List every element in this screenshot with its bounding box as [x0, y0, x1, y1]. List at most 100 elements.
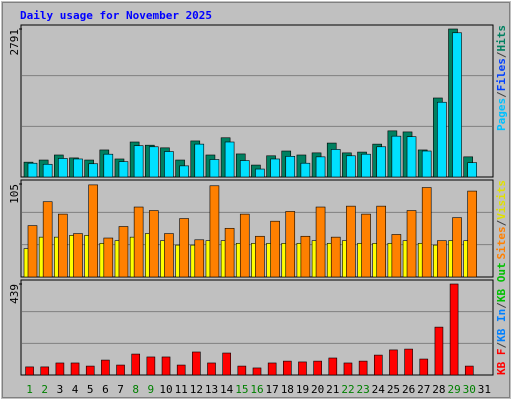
- bar: [237, 365, 247, 376]
- bar: [85, 365, 95, 376]
- bar: [421, 187, 432, 278]
- bar: [209, 159, 220, 178]
- x-tick-label: 26: [402, 383, 415, 396]
- bar: [239, 213, 250, 278]
- bar: [437, 101, 447, 178]
- x-tick-label: 30: [463, 383, 476, 396]
- bar: [391, 135, 402, 178]
- bar: [58, 158, 68, 178]
- bar: [373, 354, 383, 376]
- bar: [164, 233, 174, 278]
- bar: [222, 352, 231, 376]
- bar: [285, 156, 296, 178]
- legend-entry: KB In: [495, 309, 508, 342]
- x-tick-label: 3: [57, 383, 64, 396]
- x-tick-label: 1: [26, 383, 33, 396]
- x-tick-label: 2: [41, 383, 48, 396]
- x-tick-label: 17: [266, 383, 279, 396]
- bar: [330, 236, 341, 278]
- x-tick-label: 9: [148, 383, 155, 396]
- bar: [131, 353, 141, 376]
- bar: [176, 364, 186, 376]
- legend-entry: Pages: [495, 98, 508, 131]
- legend-entry: Hits: [495, 25, 508, 52]
- x-tick-label: 19: [296, 383, 309, 396]
- bar: [164, 151, 174, 178]
- y-tick-label: 439: [8, 284, 21, 304]
- chart-title: Daily usage for November 2025: [20, 9, 212, 22]
- bar: [406, 210, 417, 278]
- bar: [313, 360, 322, 376]
- bar: [449, 283, 459, 376]
- bar: [70, 362, 80, 376]
- legend-entry: Visits: [495, 180, 508, 220]
- bar: [194, 143, 205, 178]
- bar: [207, 362, 216, 376]
- x-tick-label: 20: [311, 383, 324, 396]
- bar: [252, 367, 262, 376]
- bar: [452, 217, 462, 278]
- bar: [161, 356, 171, 376]
- bar: [255, 235, 265, 278]
- x-tick-label: 25: [387, 383, 400, 396]
- x-tick-label: 14: [220, 383, 234, 396]
- bar: [103, 153, 114, 178]
- bar: [194, 239, 205, 278]
- bar: [148, 146, 159, 178]
- legend-entry: KB Out: [495, 262, 508, 302]
- bar: [285, 211, 296, 278]
- x-tick-label: 15: [235, 383, 248, 396]
- bar: [146, 356, 156, 376]
- x-tick-label: 29: [447, 383, 460, 396]
- x-tick-label: 8: [132, 383, 139, 396]
- bar: [358, 360, 368, 376]
- bar: [42, 163, 53, 178]
- bar: [239, 160, 250, 178]
- bar: [255, 168, 265, 178]
- bar: [55, 362, 65, 376]
- bar: [315, 156, 326, 178]
- bar: [73, 233, 83, 278]
- bar: [464, 365, 474, 376]
- bar: [300, 162, 311, 178]
- bar: [58, 213, 68, 278]
- x-tick-label: 23: [357, 383, 370, 396]
- bar: [328, 357, 338, 376]
- bar: [27, 225, 38, 278]
- bar: [389, 349, 398, 376]
- bar: [192, 351, 201, 376]
- bar: [270, 158, 280, 178]
- legend-entry: Files: [495, 58, 508, 91]
- bar: [361, 213, 371, 278]
- legend: KB F/KB In/KB Out: [495, 262, 508, 375]
- bar: [27, 162, 38, 178]
- bar: [419, 358, 429, 376]
- bar: [452, 32, 462, 178]
- bar: [133, 206, 144, 278]
- bar: [467, 190, 477, 278]
- x-tick-label: 13: [205, 383, 218, 396]
- x-tick-label: 22: [341, 383, 354, 396]
- x-tick-label: 10: [159, 383, 172, 396]
- x-tick-label: 18: [281, 383, 294, 396]
- bar: [133, 145, 144, 178]
- bar: [376, 146, 387, 178]
- x-tick-label: 5: [87, 383, 94, 396]
- x-tick-label: 31: [478, 383, 491, 396]
- bar: [103, 237, 114, 278]
- bar: [270, 220, 280, 278]
- bar: [42, 201, 53, 278]
- y-tick-label: 2791: [8, 29, 21, 56]
- bar: [101, 359, 110, 376]
- bar: [406, 136, 417, 178]
- legend: Pages/Files/Hits: [495, 25, 508, 131]
- x-tick-label: 24: [372, 383, 386, 396]
- legend-separator: /: [495, 219, 508, 226]
- y-tick-label: 105: [8, 184, 21, 204]
- bar: [283, 360, 292, 376]
- legend-separator: /: [495, 91, 508, 98]
- legend-entry: KB F: [495, 349, 508, 376]
- bar: [361, 153, 371, 178]
- bar: [88, 184, 98, 278]
